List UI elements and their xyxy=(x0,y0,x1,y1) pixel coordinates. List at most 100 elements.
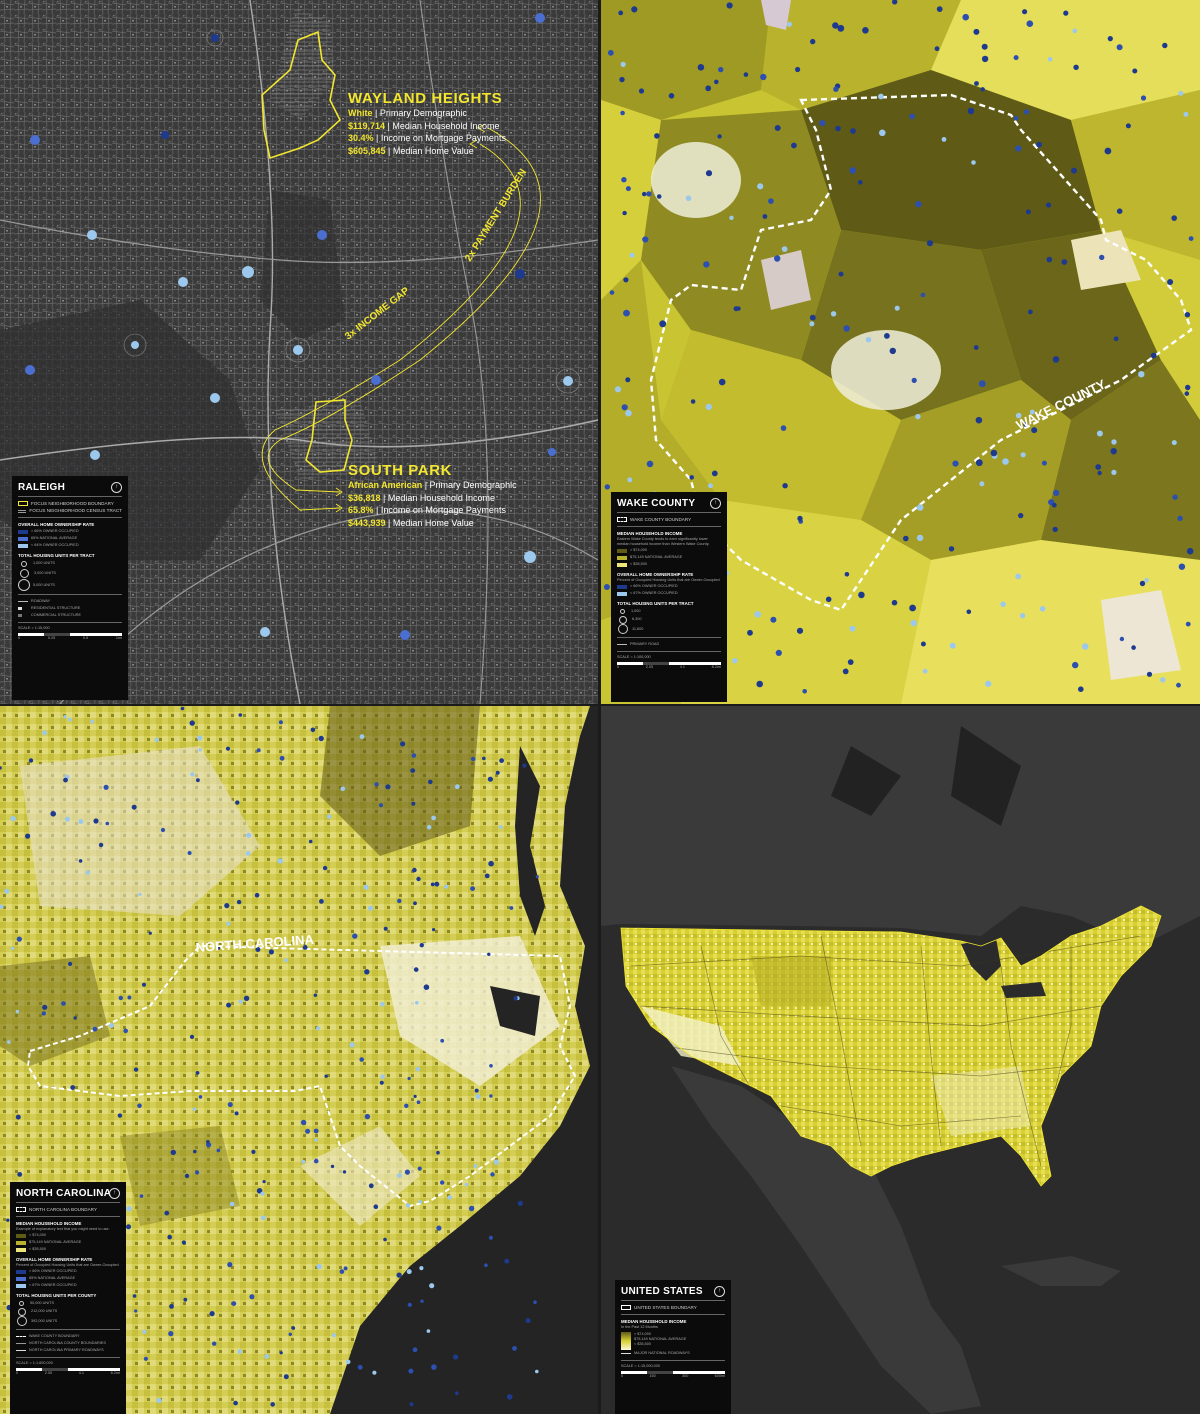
housing-dot xyxy=(743,72,749,77)
housing-dot xyxy=(638,88,645,94)
housing-dot xyxy=(25,833,31,839)
housing-dot xyxy=(926,240,934,247)
housing-dot xyxy=(916,534,924,542)
housing-dot xyxy=(621,177,627,183)
housing-dot xyxy=(63,777,68,783)
housing-dot xyxy=(184,1173,190,1179)
housing-dot xyxy=(849,167,856,174)
housing-dot xyxy=(313,1158,319,1164)
housing-dot xyxy=(975,416,983,424)
housing-dot xyxy=(619,76,625,83)
housing-dot xyxy=(920,292,926,298)
housing-dot xyxy=(90,719,94,724)
housing-dot xyxy=(894,305,900,311)
housing-dot xyxy=(891,599,898,606)
housing-dot xyxy=(504,1258,510,1264)
housing-dot xyxy=(809,321,815,327)
housing-dot xyxy=(431,1364,437,1370)
housing-dot xyxy=(604,484,610,490)
housing-dot xyxy=(268,949,274,955)
housing-dot xyxy=(936,6,943,12)
housing-dot xyxy=(490,1172,495,1177)
housing-dot xyxy=(948,546,955,552)
scale-bar xyxy=(16,1368,120,1371)
united-states-map-panel[interactable]: UNITED STATES ↑ UNITED STATES BOUNDARY M… xyxy=(601,706,1200,1414)
housing-dot xyxy=(64,816,70,822)
wake-county-map-panel[interactable]: WAKE COUNTY WAKE COUNTY ↑ WAKE COUNTY BO… xyxy=(601,0,1200,704)
housing-dot xyxy=(1078,686,1084,692)
housing-dot xyxy=(339,1269,345,1274)
housing-dot xyxy=(98,842,104,848)
housing-dot xyxy=(1026,20,1034,28)
housing-dot xyxy=(464,1182,469,1187)
housing-dot xyxy=(495,770,500,775)
housing-dot xyxy=(1002,458,1009,465)
housing-dot xyxy=(1039,606,1046,612)
housing-dot xyxy=(400,741,406,747)
housing-dot xyxy=(1131,645,1136,650)
housing-dot xyxy=(262,1180,266,1184)
housing-dot xyxy=(1013,116,1019,121)
housing-dot xyxy=(892,0,898,5)
housing-dot xyxy=(418,1200,422,1204)
housing-dot xyxy=(489,1094,493,1098)
housing-dot xyxy=(1172,494,1178,500)
raleigh-map-panel[interactable]: 3x INCOME GAP 2x PAYMENT BURDEN WAYLAND … xyxy=(0,0,598,704)
housing-dot xyxy=(148,931,152,935)
housing-dot xyxy=(1096,430,1103,437)
housing-dot xyxy=(1167,279,1174,285)
housing-dot xyxy=(318,735,324,742)
housing-dot xyxy=(109,1023,114,1028)
housing-dot xyxy=(28,758,34,763)
housing-dot xyxy=(488,860,494,867)
housing-dot xyxy=(966,609,972,615)
housing-dot xyxy=(762,214,768,219)
housing-dot xyxy=(406,1269,412,1275)
housing-dot xyxy=(646,191,652,197)
housing-dot xyxy=(833,86,839,92)
housing-dot xyxy=(513,996,518,1001)
housing-dot xyxy=(621,404,628,411)
housing-dot xyxy=(374,782,379,787)
housing-dot xyxy=(314,1138,318,1142)
housing-dot xyxy=(85,870,90,875)
housing-dot xyxy=(349,1042,355,1048)
housing-dot xyxy=(711,470,718,477)
housing-dot xyxy=(909,113,915,120)
north-arrow-icon: ↑ xyxy=(111,482,122,493)
housing-dot xyxy=(911,377,917,383)
housing-dot xyxy=(170,1149,176,1156)
north-carolina-map-panel[interactable]: NORTH CAROLINA NORTH CAROLINA ↑ NORTH CA… xyxy=(0,706,598,1414)
housing-dot xyxy=(193,1149,197,1154)
housing-dot xyxy=(10,946,15,951)
legend-title: WAKE COUNTY xyxy=(617,498,696,509)
housing-dot xyxy=(802,689,807,694)
housing-dot xyxy=(862,27,869,34)
housing-dot xyxy=(1036,141,1042,148)
housing-dot xyxy=(319,899,324,904)
housing-dot xyxy=(774,255,781,262)
housing-dot xyxy=(278,720,283,725)
housing-dot xyxy=(705,403,712,411)
housing-dot xyxy=(4,888,10,894)
housing-dot xyxy=(974,81,979,86)
housing-dot xyxy=(322,865,328,871)
housing-dot xyxy=(412,867,417,873)
housing-dot xyxy=(0,766,2,770)
housing-dot xyxy=(385,784,391,790)
housing-dot xyxy=(291,1326,296,1330)
housing-dot xyxy=(118,995,124,1001)
housing-dot xyxy=(786,21,792,27)
housing-dot xyxy=(364,969,370,975)
housing-dot xyxy=(990,449,998,457)
housing-dot xyxy=(308,839,313,844)
housing-dot xyxy=(78,859,83,863)
housing-dot xyxy=(614,386,622,393)
housing-dot xyxy=(246,832,252,838)
housing-dot xyxy=(372,1370,377,1375)
housing-dot xyxy=(489,1064,493,1068)
housing-dot xyxy=(865,336,872,343)
housing-dot xyxy=(754,611,761,618)
housing-dot xyxy=(1099,254,1105,261)
housing-dot xyxy=(609,290,615,295)
